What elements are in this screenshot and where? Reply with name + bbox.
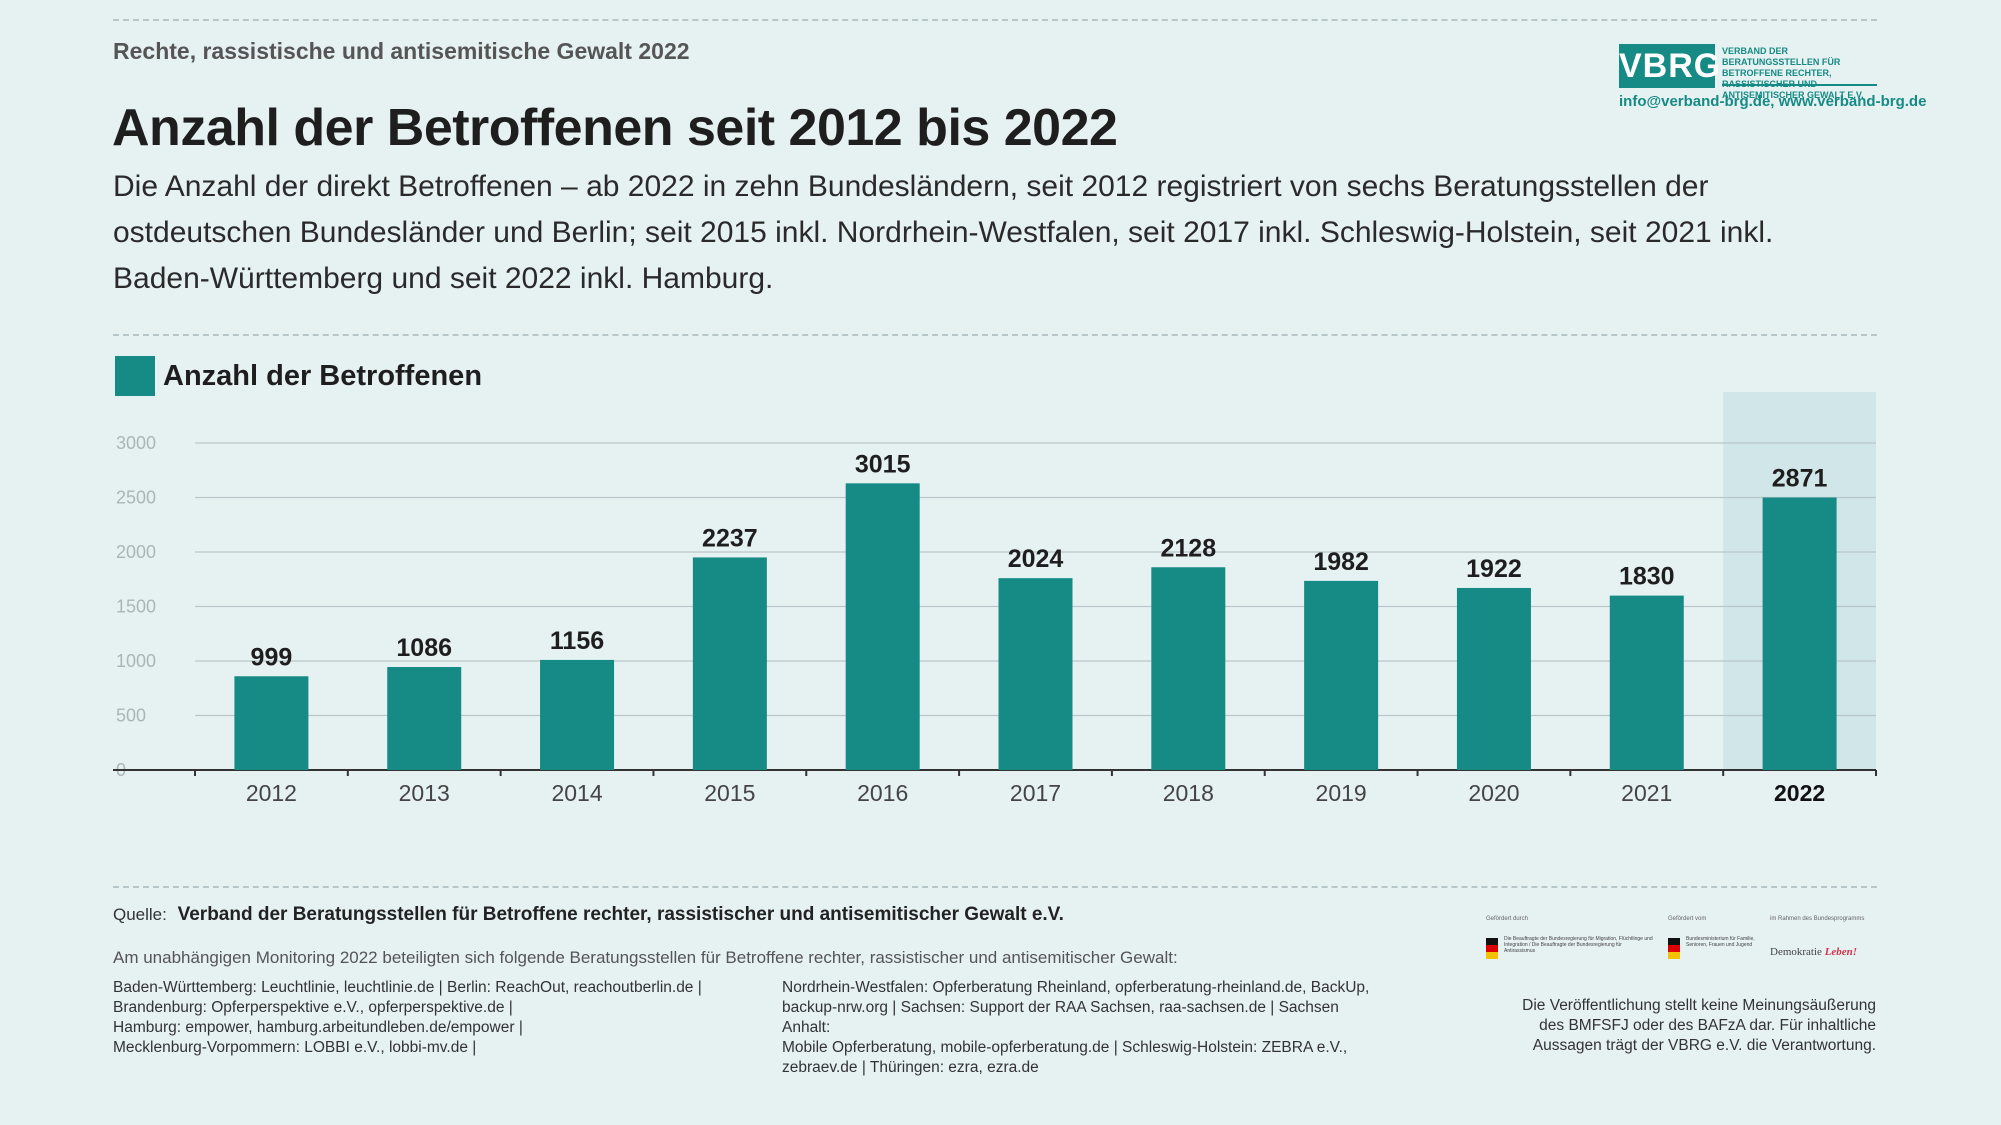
demokratie-word: Demokratie xyxy=(1770,946,1822,958)
x-tick-label-2019: 2019 xyxy=(1316,780,1367,806)
bar-2018 xyxy=(1151,567,1226,770)
chart-divider xyxy=(113,334,1877,336)
participant-line: backup-nrw.org | Sachsen: Support der RA… xyxy=(782,999,1339,1036)
x-tick-label-2016: 2016 xyxy=(857,780,908,806)
x-tick-label-2013: 2013 xyxy=(399,780,450,806)
topic-heading: Rechte, rassistische und antisemitische … xyxy=(113,38,690,64)
data-label-2016: 3015 xyxy=(855,450,911,478)
logo-underline xyxy=(1722,84,1877,86)
bar-2015 xyxy=(692,557,767,770)
data-label-2022: 2871 xyxy=(1772,465,1828,493)
y-tick-label: 500 xyxy=(116,706,146,726)
participant-line: Nordrhein-Westfalen: Opferberatung Rhein… xyxy=(782,979,1370,996)
page-subtitle: Die Anzahl der direkt Betroffenen – ab 2… xyxy=(113,170,1774,295)
participants-col-1: Baden-Württemberg: Leuchtlinie, leuchtli… xyxy=(113,978,753,1058)
disclaimer: Die Veröffentlichung stellt keine Meinun… xyxy=(1470,996,1876,1056)
participant-line: Brandenburg: Opferperspektive e.V., opfe… xyxy=(113,999,513,1016)
x-tick-label-2021: 2021 xyxy=(1621,780,1672,806)
data-label-2015: 2237 xyxy=(702,524,758,552)
legend-swatch xyxy=(115,356,155,396)
data-label-2013: 1086 xyxy=(396,634,452,662)
bar-2014 xyxy=(540,659,615,770)
participant-line: zebraev.de | Thüringen: ezra, ezra.de xyxy=(782,1059,1039,1076)
demokratie-leben-logo: Demokratie Leben! xyxy=(1770,946,1857,958)
data-label-2020: 1922 xyxy=(1466,555,1522,583)
data-label-2012: 999 xyxy=(251,643,293,671)
y-tick-label: 1000 xyxy=(116,651,156,671)
source-text: Verband der Beratungsstellen für Betroff… xyxy=(177,904,1064,925)
data-label-2021: 1830 xyxy=(1619,563,1675,591)
x-tick-label-2022: 2022 xyxy=(1774,780,1825,806)
funder-1-head: Gefördert durch xyxy=(1486,916,1529,922)
y-tick-label: 2000 xyxy=(116,542,156,562)
german-eagle-icon xyxy=(1486,938,1498,960)
participant-line: Baden-Württemberg: Leuchtlinie, leuchtli… xyxy=(113,979,702,996)
data-label-2014: 1156 xyxy=(550,627,604,655)
bar-2012 xyxy=(234,676,309,770)
footer-divider xyxy=(113,886,1877,888)
x-tick-label-2014: 2014 xyxy=(551,780,602,806)
x-tick-label-2020: 2020 xyxy=(1468,780,1519,806)
data-label-2019: 1982 xyxy=(1313,548,1369,576)
bar-2022 xyxy=(1762,497,1837,770)
funder-3-head: im Rahmen des Bundesprogramms xyxy=(1770,916,1865,922)
contact-links[interactable]: info@verband-brg.de, www.verband-brg.de xyxy=(1619,93,1927,110)
bar-2016 xyxy=(845,483,920,770)
participant-line: Mecklenburg-Vorpommern: LOBBI e.V., lobb… xyxy=(113,1039,477,1056)
participants-intro: Am unabhängigen Monitoring 2022 beteilig… xyxy=(113,948,1178,967)
disclaimer-line: Aussagen trägt der VBRG e.V. die Verantw… xyxy=(1532,1037,1876,1054)
disclaimer-line: Die Veröffentlichung stellt keine Meinun… xyxy=(1522,997,1876,1014)
bar-2019 xyxy=(1304,580,1379,770)
top-divider xyxy=(113,19,1877,21)
legend-label: Anzahl der Betroffenen xyxy=(163,360,483,392)
source-line: Quelle: Verband der Beratungsstellen für… xyxy=(113,904,1064,926)
leben-word: Leben! xyxy=(1824,946,1858,958)
data-label-2017: 2024 xyxy=(1008,545,1064,573)
data-label-2018: 2128 xyxy=(1161,534,1217,562)
german-eagle-icon xyxy=(1668,938,1680,960)
x-tick-label-2012: 2012 xyxy=(246,780,297,806)
bar-2013 xyxy=(387,666,462,770)
vbrg-logo: VBRG xyxy=(1619,44,1720,88)
participants-col-2: Nordrhein-Westfalen: Opferberatung Rhein… xyxy=(782,978,1382,1078)
participant-line: Hamburg: empower, hamburg.arbeitundleben… xyxy=(113,1019,523,1036)
x-tick-label-2017: 2017 xyxy=(1010,780,1061,806)
funder-1-text: Die Beauftragte der Bundesregierung für … xyxy=(1504,936,1653,954)
funder-2-head: Gefördert vom xyxy=(1668,916,1707,922)
x-tick-label-2015: 2015 xyxy=(704,780,755,806)
funder-logos: Gefördert durch Die Beauftragte der Bund… xyxy=(1484,916,1874,976)
bar-2021 xyxy=(1609,595,1684,770)
y-tick-label: 2500 xyxy=(116,488,156,508)
disclaimer-line: des BMFSFJ oder des BAFzA dar. Für inhal… xyxy=(1539,1017,1876,1034)
y-tick-label: 1500 xyxy=(116,597,156,617)
participant-line: Mobile Opferberatung, mobile-opferberatu… xyxy=(782,1039,1348,1056)
bar-2020 xyxy=(1456,587,1531,770)
x-tick-label-2018: 2018 xyxy=(1163,780,1214,806)
source-label: Quelle: xyxy=(113,905,167,924)
funder-2-text: Bundesministerium für Familie, Senioren,… xyxy=(1686,936,1755,948)
bar-2017 xyxy=(998,578,1073,770)
y-tick-label: 3000 xyxy=(116,433,156,453)
page-title: Anzahl der Betroffenen seit 2012 bis 202… xyxy=(112,99,1118,157)
